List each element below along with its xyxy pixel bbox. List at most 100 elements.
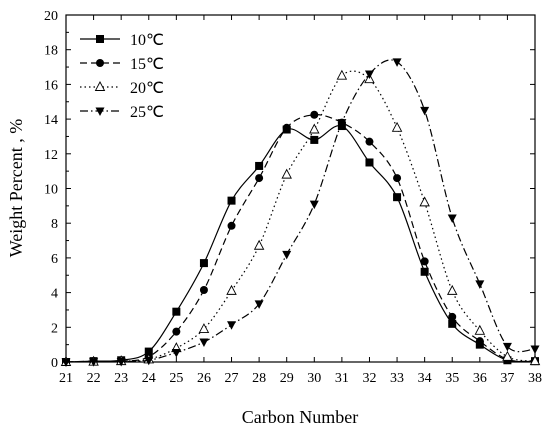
data-point-circle (420, 257, 429, 266)
x-tick-label: 22 (87, 371, 101, 386)
data-point-triangle-down (227, 321, 237, 330)
data-point-square (420, 267, 429, 276)
data-point-circle (448, 312, 457, 321)
data-point-triangle-down (447, 214, 457, 223)
data-point-square (393, 193, 402, 202)
data-point-square (199, 259, 208, 268)
x-tick-label: 21 (59, 371, 73, 386)
legend-item: 25℃ (80, 104, 164, 121)
legend-item: 15℃ (80, 56, 164, 73)
series-line (65, 114, 536, 363)
y-tick-label: 8 (51, 217, 58, 232)
data-point-triangle-down (171, 348, 181, 358)
legend-label: 10℃ (130, 32, 164, 49)
data-point-circle (475, 337, 484, 346)
data-point-triangle-up (94, 81, 106, 91)
x-tick-label: 37 (500, 371, 514, 386)
data-point-triangle-down (530, 345, 540, 354)
x-tick-label: 31 (335, 371, 349, 386)
data-point-triangle-down (199, 338, 209, 348)
y-tick-label: 16 (44, 78, 58, 93)
data-point-square (310, 135, 319, 144)
x-axis-ticks: 21 22 23 24 25 26 27 28 29 30 31 32 33 34 35 36 37 38 (59, 15, 542, 386)
series-4 (61, 58, 540, 367)
x-tick-label: 34 (418, 371, 432, 386)
data-point-triangle-down (254, 300, 264, 309)
data-point-square (96, 35, 104, 43)
data-point-circle (96, 59, 104, 67)
x-tick-label: 29 (280, 371, 294, 386)
data-point-circle (227, 221, 236, 230)
y-tick-label: 18 (44, 44, 58, 59)
data-point-circle (310, 110, 319, 119)
data-point-triangle-down (309, 200, 319, 210)
legend-label: 20℃ (130, 80, 164, 97)
y-tick-label: 20 (44, 9, 58, 24)
data-point-triangle-up (198, 323, 210, 333)
data-point-triangle-down (89, 358, 99, 367)
data-point-triangle-down (475, 280, 485, 289)
y-tick-label: 12 (44, 148, 58, 163)
data-point-circle (255, 174, 264, 183)
data-point-triangle-down (420, 106, 430, 116)
y-tick-label: 14 (44, 113, 58, 128)
data-point-triangle-up (391, 121, 403, 132)
data-point-triangle-down (502, 342, 512, 352)
data-point-triangle-down (144, 356, 154, 366)
data-point-triangle-down (392, 58, 402, 67)
x-tick-label: 23 (114, 371, 128, 386)
y-axis-title: Weight Percent , % (6, 119, 26, 258)
data-point-triangle-down (61, 358, 71, 367)
y-tick-label: 2 (51, 321, 58, 336)
series-line (65, 70, 536, 363)
x-axis-title: Carbon Number (242, 407, 358, 427)
legend-item: 10℃ (80, 32, 164, 49)
y-tick-label: 0 (51, 356, 58, 371)
series-2 (62, 110, 539, 366)
legend: 10℃ 15℃ 20℃ 25℃ (80, 32, 164, 121)
data-point-square (144, 347, 153, 356)
x-tick-label: 27 (225, 371, 239, 386)
x-tick-label: 30 (307, 371, 321, 386)
series-layer (60, 58, 541, 367)
data-point-triangle-down (116, 357, 126, 367)
data-point-circle (199, 285, 208, 294)
data-point-triangle-up (502, 350, 513, 361)
data-point-square (448, 319, 457, 328)
data-point-circle (365, 137, 374, 146)
x-tick-label: 32 (362, 371, 376, 386)
data-point-square (227, 196, 236, 205)
data-point-triangle-up (529, 355, 541, 366)
y-tick-label: 10 (44, 183, 58, 198)
data-point-triangle-up (226, 284, 237, 295)
x-tick-label: 24 (142, 371, 156, 386)
data-point-triangle-down (364, 70, 374, 79)
data-point-triangle-up (419, 196, 430, 207)
data-point-square (172, 307, 181, 316)
x-tick-label: 35 (445, 371, 459, 386)
data-point-triangle-up (474, 324, 486, 335)
data-point-triangle-up (446, 284, 458, 295)
data-point-square (365, 158, 374, 167)
legend-item: 20℃ (80, 80, 164, 97)
series-1 (62, 122, 539, 366)
legend-label: 15℃ (130, 56, 164, 73)
data-point-triangle-up (253, 239, 265, 250)
series-line (65, 124, 536, 363)
x-tick-label: 36 (473, 371, 487, 386)
x-tick-label: 38 (528, 371, 542, 386)
data-point-circle (282, 123, 291, 132)
data-point-triangle-down (337, 119, 347, 128)
data-point-triangle-down (282, 250, 292, 260)
x-tick-label: 33 (390, 371, 404, 386)
data-point-triangle-up (309, 123, 320, 134)
x-tick-label: 25 (169, 371, 183, 386)
y-tick-label: 6 (51, 252, 58, 267)
y-tick-label: 4 (51, 287, 58, 302)
y-axis-ticks: 0 2 4 6 8 10 12 14 16 18 20 (44, 9, 535, 371)
data-point-triangle-up (336, 69, 348, 80)
x-tick-label: 28 (252, 371, 266, 386)
data-point-triangle-down (95, 107, 105, 116)
data-point-square (255, 161, 264, 170)
